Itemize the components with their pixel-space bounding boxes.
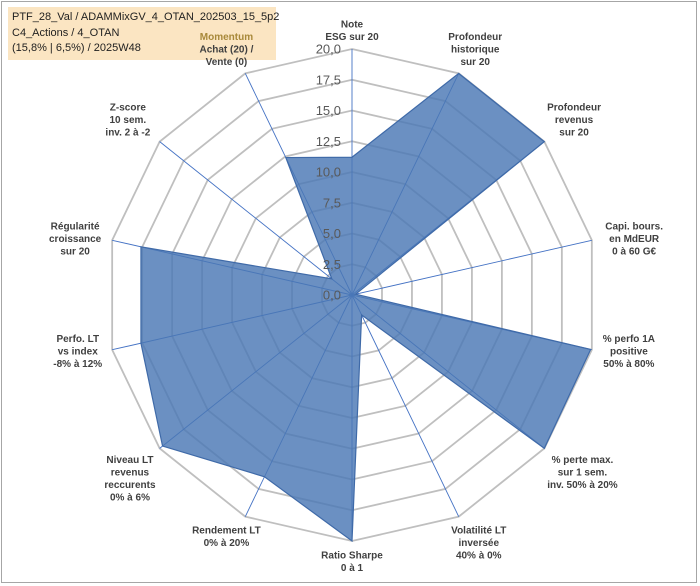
radar-series: [140, 72, 592, 543]
category-label-line: Ratio Sharpe: [321, 551, 383, 562]
category-label-line: Profondeur: [448, 32, 502, 43]
category-label: Perfo. LT vs index -8% à 12%: [53, 334, 102, 370]
chart-title-line-2: C4_Actions / 4_OTAN: [12, 26, 120, 39]
category-label-line: inversée: [458, 538, 499, 549]
tick-label: 2,5: [323, 257, 341, 272]
tick-label: 15,0: [316, 103, 341, 118]
radar-tick-labels: 0,0 2,5 5,0 7,5 10,0 12,5 15,0 17,5 20,0: [316, 42, 341, 303]
category-label-line: Achat (20) /: [199, 45, 253, 56]
category-label-line: Vente (0): [206, 57, 248, 68]
category-label-line: reccurents: [104, 480, 156, 491]
category-label-line: revenus: [555, 115, 594, 126]
category-label-line: 0 à 1: [341, 563, 364, 574]
tick-label: 10,0: [316, 165, 341, 180]
tick-label: 12,5: [316, 134, 341, 149]
category-label: Régularité croissance sur 20: [49, 221, 102, 257]
category-label-line: vs index: [58, 347, 98, 358]
category-label-line: croissance: [49, 234, 102, 245]
category-label: Rendement LT 0% à 20%: [192, 525, 261, 549]
category-label: Profondeur revenus sur 20: [547, 102, 601, 138]
category-label: Note ESG sur 20: [325, 20, 379, 44]
category-label-line: 0 à 60 G€: [612, 246, 656, 257]
data-series-area: [140, 72, 592, 543]
category-label-line: Régularité: [51, 221, 100, 232]
category-label-line: Volatilité LT: [451, 525, 506, 536]
category-label-line: -8% à 12%: [53, 359, 102, 370]
category-label-line: positive: [610, 347, 648, 358]
category-label-line: Momentum: [200, 32, 253, 43]
category-label-line: Capi. bours.: [605, 221, 663, 232]
category-label-line: inv. 50% à 20%: [547, 480, 618, 491]
radar-category-labels: Note ESG sur 20 Profondeur historique sur 20…: [49, 20, 663, 575]
category-label-line: sur 20: [60, 246, 90, 257]
category-label-line: 0% à 20%: [204, 538, 250, 549]
category-label-line: Profondeur: [547, 102, 601, 113]
category-label: Volatilité LT inversée 40% à 0%: [451, 525, 506, 561]
category-label-line: 40% à 0%: [456, 550, 502, 561]
category-label: Profondeur historique sur 20: [448, 32, 502, 68]
radar-spoke: [159, 141, 353, 296]
tick-label: 5,0: [323, 226, 341, 241]
category-label-line: Z-score: [110, 102, 147, 113]
category-label-line: revenus: [111, 468, 150, 479]
category-label-line: Niveau LT: [106, 455, 153, 466]
category-label: Z-score 10 sem. inv. 2 à -2: [105, 102, 150, 138]
tick-label: 20,0: [316, 42, 341, 57]
category-label: Ratio Sharpe 0 à 1: [321, 551, 383, 575]
tick-label: 0,0: [323, 288, 341, 303]
category-label-line: inv. 2 à -2: [105, 127, 150, 138]
category-label-line: 50% à 80%: [603, 359, 654, 370]
category-label-line: en MdEUR: [609, 234, 660, 245]
category-label-line: ESG sur 20: [325, 32, 379, 43]
category-label-line: 0% à 6%: [110, 493, 150, 504]
category-label: Capi. bours. en MdEUR 0 à 60 G€: [605, 221, 663, 257]
chart-title-box: PTF_28_Val / ADAMMixGV_4_OTAN_202503_15_…: [8, 7, 280, 60]
radar-spoke: [351, 294, 460, 517]
category-label-line: Note: [341, 20, 364, 31]
category-label-line: 10 sem.: [109, 115, 146, 126]
category-label-line: sur 20: [460, 57, 490, 68]
category-label-line: sur 20: [559, 127, 589, 138]
category-label-line: historique: [451, 45, 500, 56]
category-label: Niveau LT revenus reccurents 0% à 6%: [104, 455, 156, 504]
category-label-line: % perte max.: [552, 455, 614, 466]
category-label-line: sur 1 sem.: [558, 468, 608, 479]
chart-title-line-1: PTF_28_Val / ADAMMixGV_4_OTAN_202503_15_…: [12, 11, 280, 23]
radar-spoke: [351, 239, 592, 296]
tick-label: 7,5: [323, 195, 341, 210]
category-label-line: Perfo. LT: [56, 334, 99, 345]
category-label-line: % perfo 1A: [603, 334, 655, 345]
category-label: % perte max. sur 1 sem. inv. 50% à 20%: [547, 455, 618, 491]
tick-label: 17,5: [316, 72, 341, 87]
category-label: % perfo 1A positive 50% à 80%: [603, 334, 655, 370]
chart-title-line-3: (15,8% | 6,5%) / 2025W48: [12, 42, 141, 54]
category-label-line: Rendement LT: [192, 525, 261, 536]
category-label: Momentum Achat (20) / Vente (0): [199, 32, 253, 68]
